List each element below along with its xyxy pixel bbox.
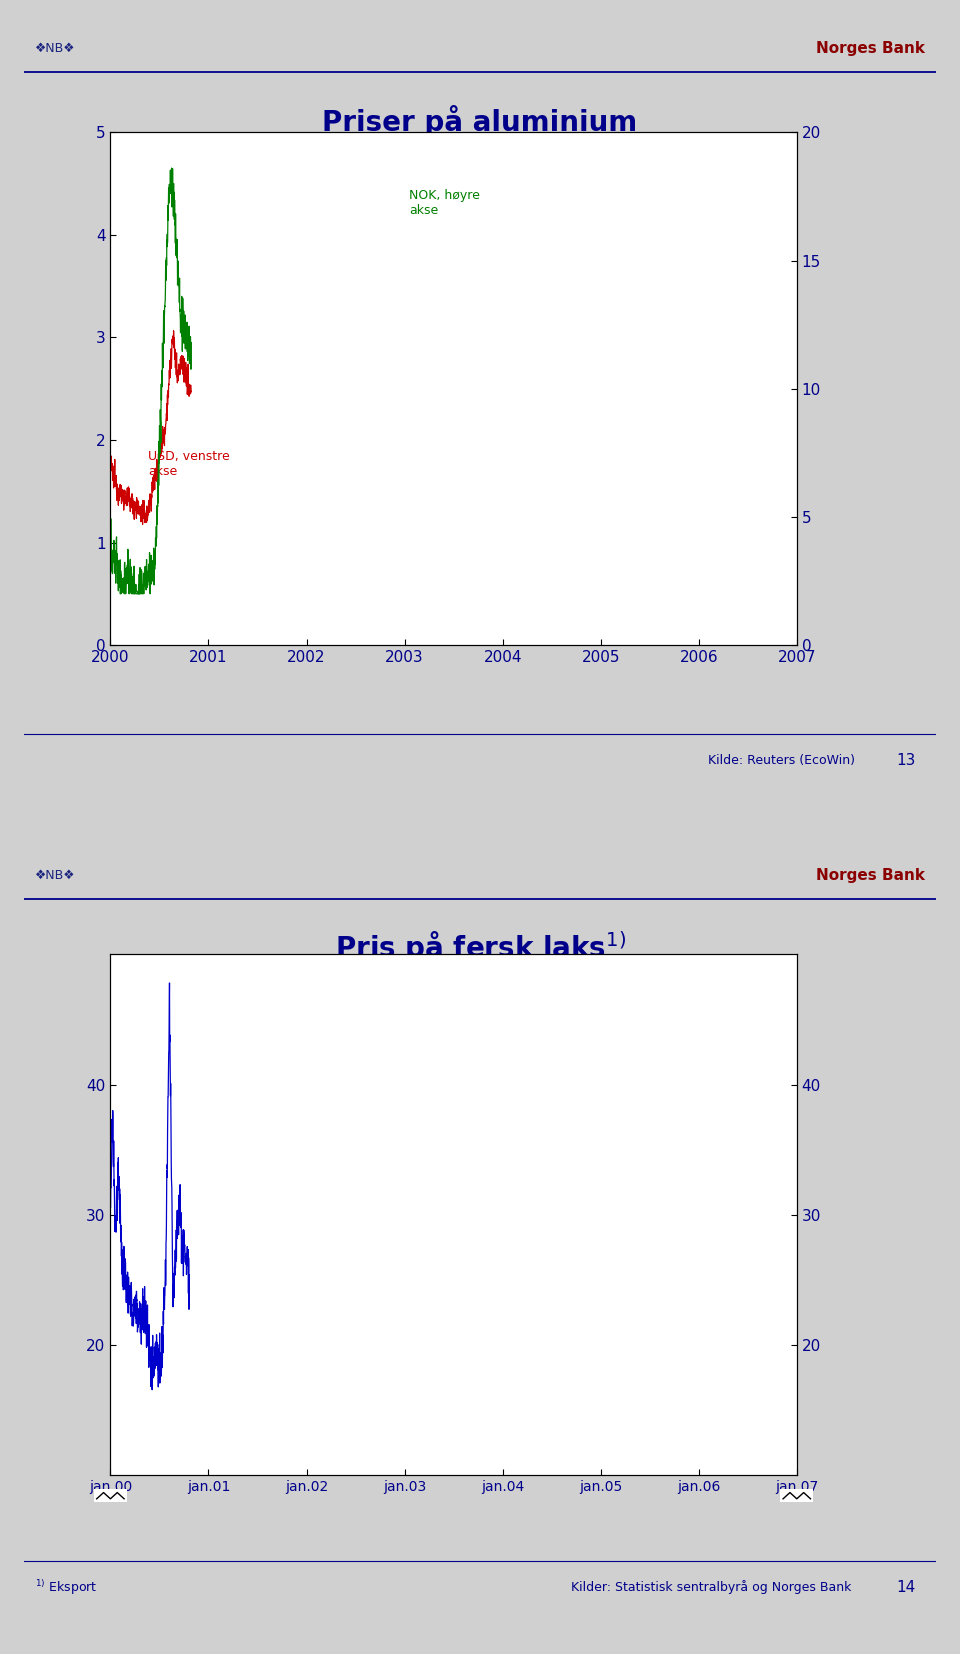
Text: Norges Bank: Norges Bank xyxy=(816,868,925,883)
Text: NOK, høyre
akse: NOK, høyre akse xyxy=(409,189,480,217)
Text: Norges Bank: Norges Bank xyxy=(816,41,925,56)
Text: Kilder: Statistisk sentralbyrå og Norges Bank: Kilder: Statistisk sentralbyrå og Norges… xyxy=(571,1580,852,1594)
Text: Kilde: Reuters (EcoWin): Kilde: Reuters (EcoWin) xyxy=(708,754,855,767)
Text: Kroner per kilo. Uke 1 2000 – uke 42 2007: Kroner per kilo. Uke 1 2000 – uke 42 200… xyxy=(305,984,655,1001)
FancyBboxPatch shape xyxy=(94,1490,127,1502)
Text: USD, venstre
akse: USD, venstre akse xyxy=(148,450,229,478)
Text: Pris per kg. Målt i NOK og USD. Uke 1 2000 – uke 43 2007: Pris per kg. Målt i NOK og USD. Uke 1 20… xyxy=(240,155,720,175)
Text: Priser på aluminium: Priser på aluminium xyxy=(323,104,637,137)
Text: ❖NB❖: ❖NB❖ xyxy=(35,41,76,55)
Text: 13: 13 xyxy=(897,753,916,767)
FancyBboxPatch shape xyxy=(780,1490,813,1502)
Text: 14: 14 xyxy=(897,1580,916,1594)
Text: $^{1)}$ Eksport: $^{1)}$ Eksport xyxy=(35,1578,97,1596)
Text: ❖NB❖: ❖NB❖ xyxy=(35,868,76,882)
Text: Pris på fersk laks$^{1)}$: Pris på fersk laks$^{1)}$ xyxy=(334,930,626,966)
